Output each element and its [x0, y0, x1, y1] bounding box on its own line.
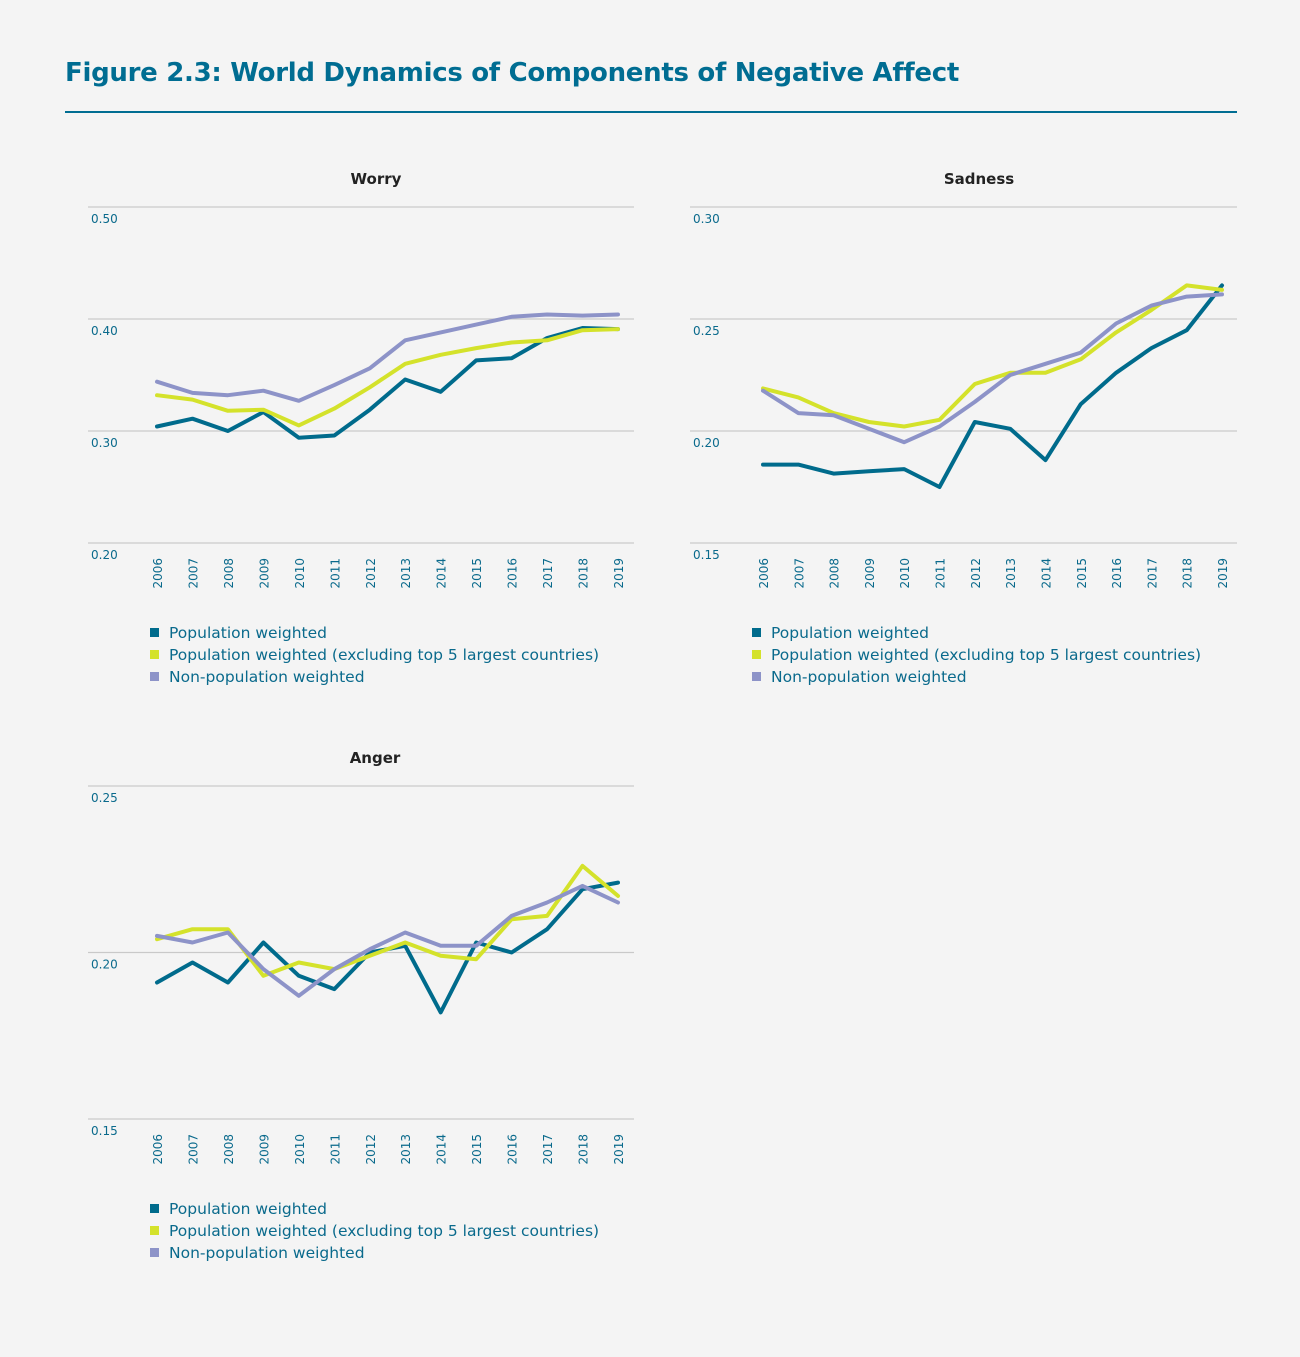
legend-swatch — [150, 1226, 159, 1235]
x-tick-label: 2010 — [898, 558, 912, 589]
legend-label: Population weighted (excluding top 5 lar… — [771, 646, 1201, 664]
x-tick-label: 2012 — [364, 558, 378, 589]
x-tick-label: 2009 — [257, 1134, 271, 1165]
x-tick-label: 2014 — [435, 558, 449, 589]
x-tick-label: 2016 — [1110, 558, 1124, 589]
x-tick-label: 2015 — [470, 558, 484, 589]
x-tick-label: 2008 — [828, 558, 842, 589]
legend-swatch — [150, 1204, 159, 1213]
legend-swatch — [150, 650, 159, 659]
x-tick-label: 2006 — [757, 558, 771, 589]
legend-label: Non-population weighted — [169, 668, 365, 686]
x-tick-label: 2013 — [399, 1134, 413, 1165]
x-tick-label: 2015 — [470, 1134, 484, 1165]
x-tick-label: 2006 — [151, 558, 165, 589]
x-tick-label: 2009 — [863, 558, 877, 589]
x-tick-label: 2008 — [222, 558, 236, 589]
x-tick-label: 2007 — [792, 558, 806, 589]
y-tick-label: 0.25 — [693, 324, 720, 338]
legend-swatch — [150, 672, 159, 681]
x-tick-label: 2018 — [577, 558, 591, 589]
title-divider — [65, 111, 1237, 113]
x-tick-label: 2010 — [293, 1134, 307, 1165]
x-tick-label: 2017 — [1145, 558, 1159, 589]
x-tick-label: 2016 — [506, 558, 520, 589]
legend-swatch — [150, 628, 159, 637]
x-tick-label: 2010 — [293, 558, 307, 589]
legend-label: Population weighted — [169, 624, 327, 642]
x-tick-label: 2013 — [1004, 558, 1018, 589]
y-tick-label: 0.15 — [91, 1124, 118, 1138]
x-tick-label: 2014 — [1039, 558, 1053, 589]
chart-worry: Worry 0.20 0.30 0.40 0.50 2006 2007 2008 2009 201… — [88, 170, 634, 686]
series-line — [155, 883, 620, 998]
x-tick-label: 2011 — [328, 1134, 342, 1165]
x-tick-label: 2018 — [577, 1134, 591, 1165]
legend-label: Population weighted — [771, 624, 929, 642]
y-tick-label: 0.15 — [693, 548, 720, 562]
series-line — [155, 863, 620, 978]
x-tick-label: 2012 — [969, 558, 983, 589]
x-tick-label: 2011 — [328, 558, 342, 589]
legend-label: Population weighted (excluding top 5 lar… — [169, 1222, 599, 1240]
x-tick-label: 2008 — [222, 1134, 236, 1165]
y-tick-label: 0.50 — [91, 212, 118, 226]
series-line — [761, 292, 1224, 445]
y-tick-label: 0.20 — [693, 436, 720, 450]
x-tick-label: 2016 — [506, 1134, 520, 1165]
chart-title: Anger — [350, 749, 401, 767]
chart-title: Worry — [351, 170, 402, 188]
y-tick-label: 0.20 — [91, 958, 118, 972]
x-tick-label: 2013 — [399, 558, 413, 589]
y-tick-label: 0.20 — [91, 548, 118, 562]
x-tick-label: 2017 — [541, 558, 555, 589]
figure-title: Figure 2.3: World Dynamics of Components… — [65, 58, 959, 88]
series-line — [155, 327, 620, 428]
y-tick-label: 0.30 — [91, 436, 118, 450]
chart-anger: Anger 0.15 0.20 0.25 2006 2007 2008 2009 2010 201… — [88, 749, 634, 1262]
legend-swatch — [150, 1248, 159, 1257]
x-tick-label: 2015 — [1075, 558, 1089, 589]
series-line — [761, 283, 1224, 429]
legend-label: Population weighted — [169, 1200, 327, 1218]
series-line — [155, 326, 620, 440]
x-tick-label: 2018 — [1181, 558, 1195, 589]
y-tick-label: 0.25 — [91, 791, 118, 805]
x-tick-label: 2014 — [435, 1134, 449, 1165]
y-tick-label: 0.40 — [91, 324, 118, 338]
legend-label: Non-population weighted — [771, 668, 967, 686]
chart-title: Sadness — [944, 170, 1014, 188]
legend-label: Population weighted (excluding top 5 lar… — [169, 646, 599, 664]
x-tick-label: 2017 — [541, 1134, 555, 1165]
y-tick-label: 0.30 — [693, 212, 720, 226]
x-tick-label: 2019 — [612, 558, 626, 589]
x-tick-label: 2007 — [186, 558, 200, 589]
x-tick-label: 2009 — [257, 558, 271, 589]
x-tick-label: 2019 — [612, 1134, 626, 1165]
x-tick-label: 2006 — [151, 1134, 165, 1165]
series-line — [761, 283, 1224, 489]
legend-swatch — [752, 672, 761, 681]
x-tick-label: 2012 — [364, 1134, 378, 1165]
legend-swatch — [752, 650, 761, 659]
x-tick-label: 2019 — [1216, 558, 1230, 589]
x-tick-label: 2011 — [934, 558, 948, 589]
legend-label: Non-population weighted — [169, 1244, 365, 1262]
series-line — [155, 312, 620, 403]
chart-sadness: Sadness 0.15 0.20 0.25 0.30 2006 2007 2008 2009 2… — [690, 170, 1237, 686]
x-tick-label: 2007 — [186, 1134, 200, 1165]
legend-swatch — [752, 628, 761, 637]
